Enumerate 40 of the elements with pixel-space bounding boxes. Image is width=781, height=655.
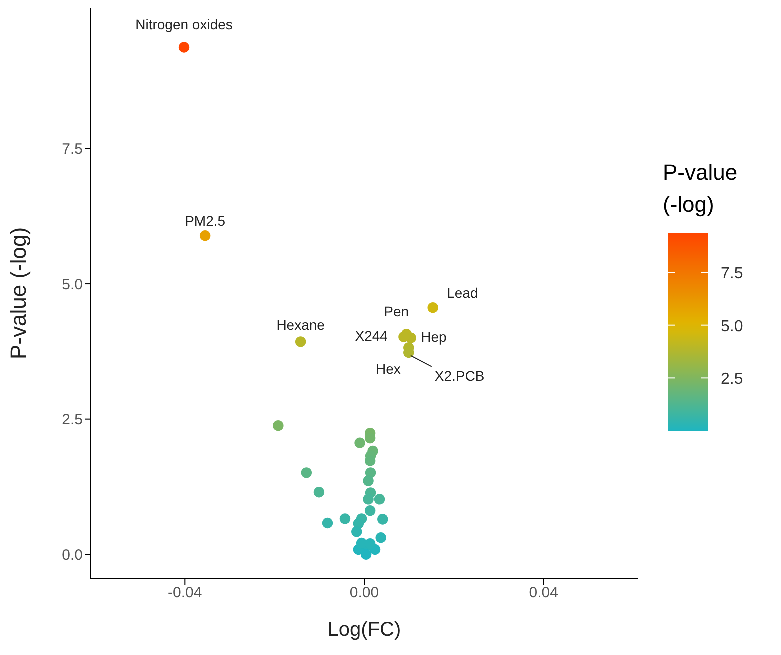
point: [314, 487, 325, 498]
point: [364, 505, 376, 516]
point: [363, 494, 374, 505]
x-tick-label: 0.00: [350, 584, 380, 602]
color-bar-label: 5.0: [721, 318, 744, 336]
y-axis-title: P-value (-log): [6, 227, 31, 360]
point: [376, 532, 386, 544]
point: [200, 230, 211, 242]
color-bar-label: 2.5: [721, 371, 744, 388]
point: [378, 514, 388, 525]
color-bar-title: P-value (-log): [663, 160, 738, 217]
annotation: Nitrogen oxides: [136, 16, 233, 33]
x-tick-label: -0.04: [168, 584, 202, 602]
annotation: Lead: [447, 284, 478, 301]
color-bar-label: 7.5: [721, 266, 744, 283]
annotation: Hexane: [276, 316, 326, 333]
point: [352, 526, 362, 538]
x-axis-title: Log(FC): [328, 619, 402, 641]
point: [354, 438, 366, 448]
annotation: Pen: [384, 303, 410, 320]
point: [340, 514, 351, 524]
annotation: Hex: [376, 360, 401, 377]
y-tick-label: 7.5: [62, 141, 83, 158]
annotation: PM2.5: [185, 212, 226, 229]
point: [374, 494, 386, 505]
annotation: X244: [355, 328, 388, 344]
point: [360, 549, 372, 560]
point: [295, 336, 306, 348]
annotation: Hep: [421, 329, 448, 346]
y-tick-label: 5.0: [62, 276, 83, 294]
point: [363, 476, 374, 486]
point: [322, 518, 334, 529]
point: [273, 420, 284, 432]
point: [428, 302, 438, 314]
y-tick-label: 2.5: [62, 412, 83, 429]
x-tick-label: 0.04: [529, 584, 558, 602]
annotation: X2.PCB: [434, 368, 485, 384]
y-tick-label: 0.0: [62, 546, 83, 564]
point: [301, 468, 312, 478]
point: [178, 42, 190, 53]
